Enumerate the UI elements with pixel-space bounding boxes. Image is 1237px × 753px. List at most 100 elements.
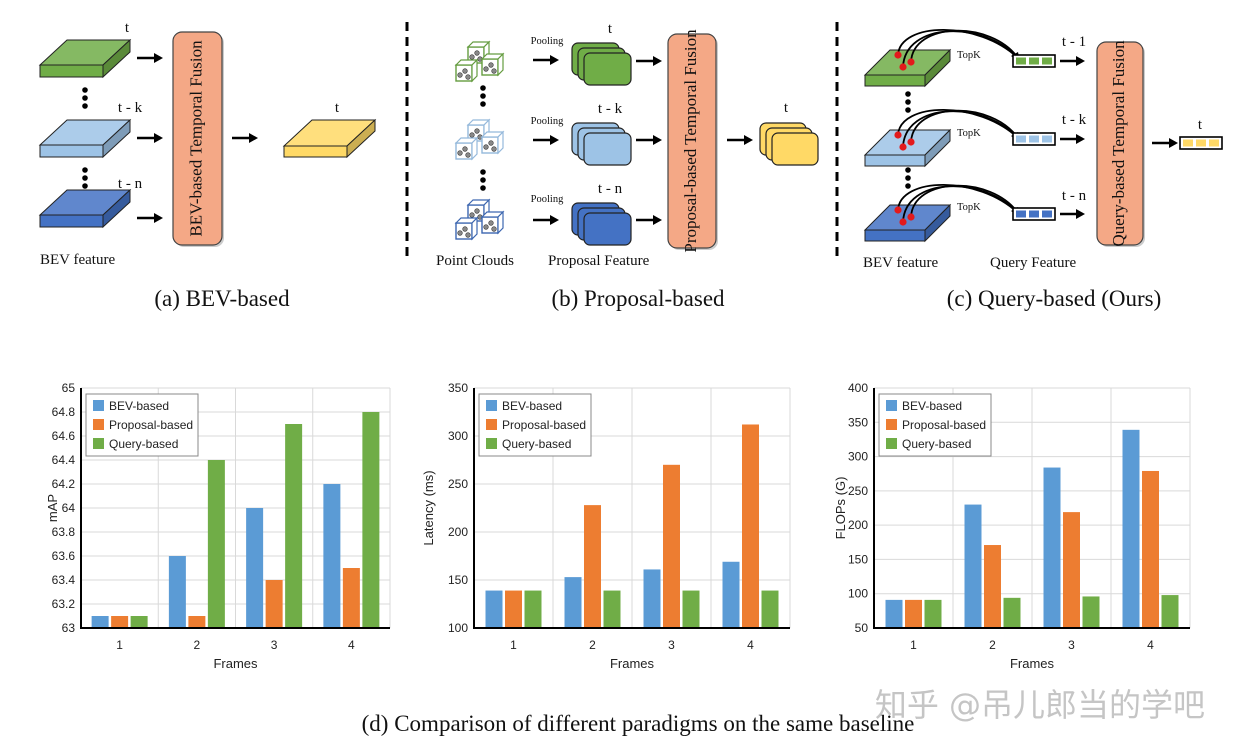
bar-bev-based [885,599,903,628]
x-tick-label: 4 [348,638,355,652]
bar-query-based [524,590,542,628]
arrow-icon [1060,56,1085,66]
panel-proposal-based: Pooling t Pooling t - k Pooling t - n Proposal… [436,21,819,311]
x-tick-label: 4 [1147,638,1154,652]
output-bev-slab [282,118,377,159]
arrow-icon [1152,138,1178,148]
query-feature-box [1012,132,1056,146]
bar-bev-based [91,616,109,628]
legend-swatch [93,400,104,411]
legend-label: BEV-based [502,399,562,413]
legend-label: Proposal-based [902,418,986,432]
y-tick-label: 64.8 [52,405,76,419]
proposal-feature-stack [571,42,632,86]
y-tick-label: 350 [448,381,468,395]
bar-proposal-based [984,545,1001,628]
bar-proposal-based [342,568,360,628]
y-tick-label: 200 [448,525,468,539]
x-axis-label: Frames [610,656,655,671]
y-tick-label: 100 [448,621,468,635]
frame-label: t - k [598,101,623,117]
frame-label: t - 1 [1062,34,1086,50]
bar-bev-based [964,504,982,628]
y-tick-label: 64 [62,501,76,515]
bar-chart-3: 50 100 150 200 250 300 350 400 1 2 3 4 Frames FLOPs (… [833,381,1191,671]
y-tick-label: 63.6 [52,549,76,563]
ellipsis-dots [480,169,486,191]
arrow-icon [533,135,559,145]
frame-label: t - n [118,176,143,192]
bar-proposal-based [905,599,922,628]
topk-label: TopK [957,202,981,213]
output-label: t [335,100,340,116]
bar-proposal-based [505,590,522,628]
y-tick-label: 250 [448,477,468,491]
legend-swatch [93,419,104,430]
chart-legend: BEV-based Proposal-based Query-based [478,393,592,457]
bar-bev-based [485,590,503,628]
x-tick-label: 1 [910,638,917,652]
legend-swatch [486,438,497,449]
legend-swatch [886,419,897,430]
query-point [907,138,915,146]
y-tick-label: 200 [848,518,868,532]
legend-swatch [93,438,104,449]
bar-chart-2: 100 150 200 250 300 350 1 2 3 4 Frames Latency (ms)… [421,381,791,671]
bev-feature-slab [38,118,132,159]
bar-query-based [924,599,942,628]
y-axis-label: mAP [45,494,60,522]
query-point [899,63,907,71]
chart-legend: BEV-based Proposal-based Query-based [878,393,992,457]
point-cloud-icon [454,40,505,83]
query-feature-box [1012,54,1056,68]
bottom-label: Query Feature [990,255,1077,271]
frame-label: t - k [118,100,143,116]
caption-b: (b) Proposal-based [551,286,725,311]
bar-query-based [761,590,779,628]
proposal-feature-stack [571,122,632,166]
y-tick-label: 63.2 [52,597,76,611]
proposal-temporal-fusion-box: Proposal-based Temporal Fusion [667,29,718,253]
bar-bev-based [1043,467,1061,628]
bar-proposal-based [111,616,129,628]
fusion-label: Proposal-based Temporal Fusion [681,29,700,253]
bar-query-based [603,590,621,628]
pooling-label: Pooling [531,116,564,127]
arrow-icon [636,135,662,145]
y-tick-label: 150 [848,552,868,566]
bev-feature-slab [38,188,132,229]
bar-query-based [682,590,700,628]
fusion-label: BEV-based Temporal Fusion [186,40,205,237]
query-feature-box [1012,207,1056,221]
ellipsis-dots [905,91,911,113]
bar-query-based [1082,596,1100,628]
arrow-icon [727,135,753,145]
y-tick-label: 50 [855,621,869,635]
output-proposal-stack [759,122,819,166]
caption-c: (c) Query-based (Ours) [947,286,1162,311]
bar-proposal-based [1142,470,1159,628]
bottom-label: Point Clouds [436,253,514,269]
arrow-icon [533,55,559,65]
query-point [899,143,907,151]
x-tick-label: 2 [194,638,201,652]
arrow-icon [232,133,258,143]
frame-label: t - n [598,181,623,197]
arrow-icon [1060,209,1085,219]
output-label: t [784,100,789,116]
bar-proposal-based [1063,512,1080,628]
x-tick-label: 4 [747,638,754,652]
legend-swatch [486,400,497,411]
arrow-icon [1060,134,1085,144]
frame-label: t - n [1062,188,1087,204]
bar-bev-based [168,556,186,628]
bev-feature-slab [863,203,952,243]
ellipsis-dots [480,85,486,107]
legend-label: BEV-based [109,399,169,413]
topk-label: TopK [957,50,981,61]
y-tick-label: 100 [848,587,868,601]
ellipsis-dots [82,87,88,109]
bar-bev-based [722,561,740,628]
arrow-icon [137,133,163,143]
